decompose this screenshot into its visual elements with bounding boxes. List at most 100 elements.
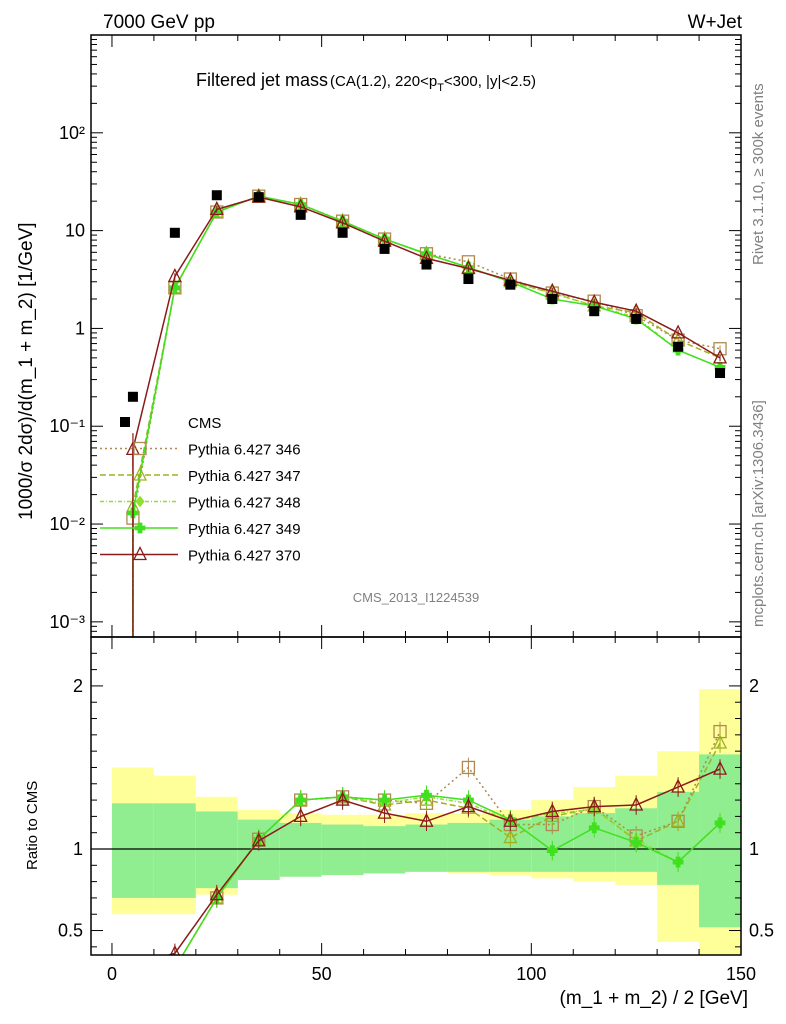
band-inner-bin <box>111 803 154 898</box>
series-5-ratio <box>166 759 728 955</box>
ratio-point <box>377 804 392 819</box>
ratio-tick-label-right: 1 <box>749 839 759 859</box>
cms-data-point <box>673 341 684 352</box>
band-inner-bin <box>405 824 448 872</box>
ratio-point <box>503 829 518 844</box>
ratio-point <box>461 760 476 775</box>
ratio-point <box>630 837 642 848</box>
energy-label: 7000 GeV pp <box>103 12 215 33</box>
ratio-point <box>587 798 602 813</box>
cms-data-point <box>421 259 432 270</box>
y-tick-label: 10⁻² <box>49 514 85 534</box>
band-inner-bin <box>447 822 490 872</box>
ratio-point <box>672 856 684 868</box>
y-tick-label: 10⁻³ <box>49 612 85 632</box>
legend-marker-cms <box>120 417 130 427</box>
ratio-point <box>169 944 180 955</box>
y-axis-label-bottom: Ratio to CMS <box>24 781 41 870</box>
legend-label-cms: CMS <box>188 415 221 432</box>
cms-data-point <box>253 192 264 203</box>
mcplots-label: mcplots.cern.ch [arXiv:1306.3436] <box>750 400 767 627</box>
cms-data-point <box>715 368 726 379</box>
ratio-point <box>714 817 726 829</box>
cms-data-point <box>631 313 642 324</box>
cms-data-point <box>547 293 558 304</box>
ratio-tick-label-right: 0.5 <box>749 921 774 941</box>
ratio-point <box>295 794 307 806</box>
series-line <box>132 195 721 637</box>
ratio-tick-label-left: 2 <box>73 676 83 696</box>
cms-data <box>127 190 726 402</box>
ratio-point <box>293 807 308 823</box>
title-cuts-tail: <300, |y|<2.5) <box>444 73 536 90</box>
band-inner-bin <box>363 826 406 874</box>
analysis-tag: CMS_2013_I1224539 <box>353 590 480 605</box>
cms-data-point <box>337 227 348 238</box>
rivet-label: Rivet 3.1.10, ≥ 300k events <box>750 83 767 265</box>
y-ticks-ratio: 0.5 0.5 1 1 2 2 <box>58 652 774 948</box>
data-point <box>209 200 224 215</box>
process-label: W+Jet <box>688 12 743 33</box>
data-point <box>461 260 476 275</box>
legend-marker <box>133 441 147 456</box>
y-tick-label: 10⁻¹ <box>49 416 85 436</box>
ratio-tick-label-left: 0.5 <box>58 921 83 941</box>
legend-label: Pythia 6.427 346 <box>188 442 301 459</box>
data-point <box>167 267 182 283</box>
legend-label: Pythia 6.427 347 <box>188 468 301 485</box>
y-tick-label: 10² <box>59 123 85 143</box>
ratio-point <box>712 734 728 749</box>
band-inner-bin <box>699 754 741 928</box>
y-axis-label-top: 1000/σ 2dσ)/d(m_1 + m_2) [1/GeV] <box>16 222 37 520</box>
cms-data-point <box>169 227 180 238</box>
x-ticks: 0 50 100 150 <box>107 35 756 984</box>
cms-data-point <box>127 391 138 402</box>
series-line <box>132 196 721 637</box>
ratio-point <box>419 812 434 827</box>
ratio-point <box>379 794 390 806</box>
cms-data-point <box>295 209 306 220</box>
title-subscript: T <box>437 82 444 94</box>
x-tick-label: 100 <box>516 964 546 984</box>
main-panel: 10⁻³ 10⁻² 10⁻¹ 1 10 10² <box>49 34 742 638</box>
legend: CMS Pythia 6.427 346 Pythia 6.427 347 Pythi… <box>100 415 301 565</box>
cms-data-point <box>211 190 222 201</box>
ratio-tick-label-right: 2 <box>749 676 759 696</box>
ratio-point <box>209 886 224 901</box>
ratio-tick-label-left: 1 <box>73 839 83 859</box>
legend-marker <box>132 546 148 561</box>
x-tick-label: 0 <box>107 964 117 984</box>
x-axis-label: (m_1 + m_2) / 2 [GeV] <box>560 988 749 1009</box>
band-inner-bin <box>195 811 238 889</box>
band-inner-bin <box>321 824 364 876</box>
cms-data-point <box>463 274 474 285</box>
ratio-point <box>629 796 644 811</box>
ratio-point <box>503 812 518 827</box>
ratio-point <box>335 791 350 806</box>
band-inner-bin <box>153 803 196 898</box>
legend-marker <box>135 495 145 508</box>
cms-data-point <box>505 279 516 290</box>
legend-label: Pythia 6.427 370 <box>188 548 301 565</box>
ratio-point <box>712 760 728 775</box>
ratio-point <box>588 822 600 834</box>
x-tick-label: 150 <box>726 964 756 984</box>
y-tick-label: 1 <box>75 318 85 338</box>
data-point <box>671 324 686 339</box>
ratio-point <box>421 789 432 801</box>
legend-label: Pythia 6.427 349 <box>188 521 301 538</box>
x-tick-label: 50 <box>312 964 332 984</box>
title-cuts: (CA(1.2), 220<p <box>330 73 437 90</box>
band-inner-bin <box>279 822 322 877</box>
chart-title: Filtered jet mass (CA(1.2), 220<pT<300, |… <box>196 70 536 94</box>
cms-data-point <box>379 243 390 254</box>
ratio-point <box>546 845 558 857</box>
title-main: Filtered jet mass <box>196 70 328 90</box>
cms-data-point <box>589 306 600 317</box>
ratio-panel: 0 50 100 150 0.5 0.5 1 1 2 2 <box>58 35 774 984</box>
ratio-point <box>671 812 686 827</box>
y-ticks-top: 10⁻³ 10⁻² 10⁻¹ 1 10 10² <box>49 34 741 638</box>
data-point <box>712 349 728 364</box>
legend-marker <box>134 522 146 534</box>
